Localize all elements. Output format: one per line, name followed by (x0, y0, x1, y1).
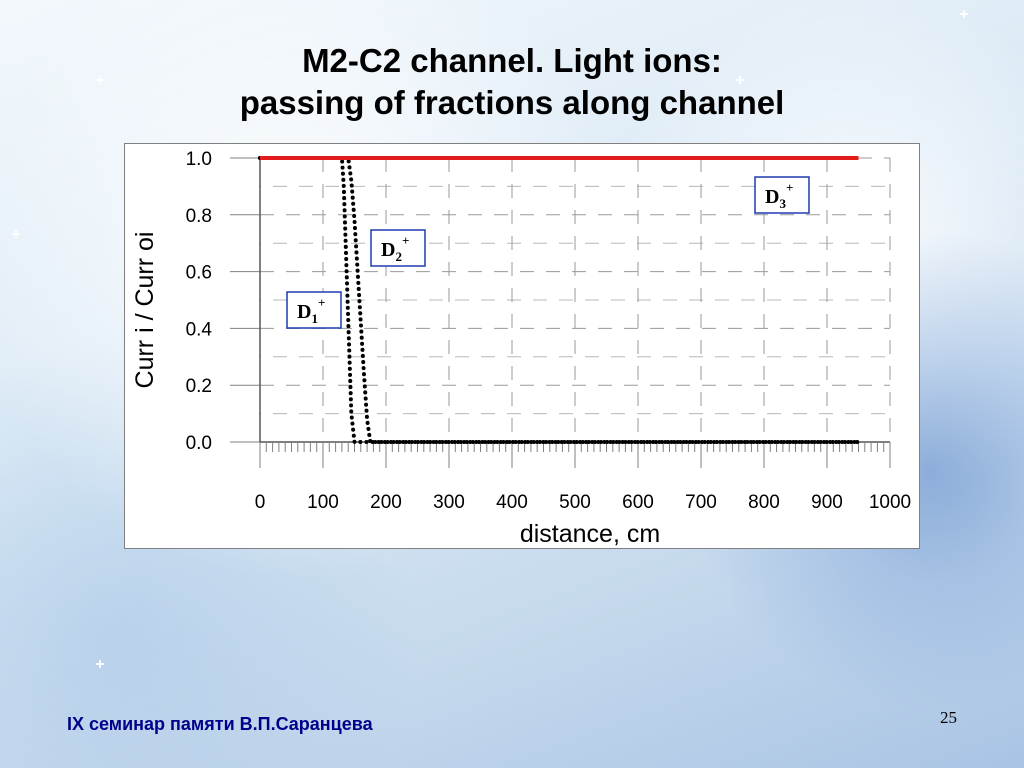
title-line-2: passing of fractions along channel (239, 84, 785, 121)
y-tick-label: 0.4 (186, 319, 213, 340)
chart-frame: 0.0 0.2 0.4 0.6 0.8 1.0 0 100 200 300 400 500 600 700… (124, 143, 920, 549)
x-tick-label: 0 (255, 492, 266, 513)
sparkle-decoration (960, 10, 968, 18)
series-label-d3-text: D3+ (765, 180, 793, 211)
series-line-d1-plus (258, 156, 861, 444)
title-line-1: M2-C2 channel. Light ions: (302, 42, 722, 79)
x-tick-label: 500 (559, 492, 591, 513)
x-tick-label: 600 (622, 492, 654, 513)
x-tick-label: 300 (433, 492, 465, 513)
series-label-d3-box (754, 176, 810, 214)
footer-text: IX семинар памяти В.П.Саранцева (67, 714, 373, 734)
y-tick-label: 0.8 (186, 206, 212, 227)
sparkle-decoration (96, 660, 104, 668)
series-label-d1-text: D1+ (297, 295, 325, 326)
chart-plot: 0.0 0.2 0.4 0.6 0.8 1.0 0 100 200 300 400 500 600 700… (131, 149, 911, 548)
y-tick-label: 1.0 (186, 149, 212, 170)
sparkle-decoration (12, 230, 20, 238)
series-label-d1-box (286, 291, 342, 329)
y-tick-label: 0.2 (186, 376, 212, 397)
series-label-d2-box (370, 229, 426, 267)
slide-title: M2-C2 channel. Light ions: passing of fr… (0, 40, 1024, 124)
page-number: 25 (940, 708, 957, 727)
x-tick-label: 100 (307, 492, 339, 513)
series-line-d2-plus (258, 156, 861, 444)
x-tick-label: 400 (496, 492, 528, 513)
x-tick-label: 200 (370, 492, 402, 513)
x-tick-label: 1000 (869, 492, 911, 513)
x-tick-label: 900 (811, 492, 843, 513)
x-axis-title: distance, cm (520, 520, 660, 548)
y-tick-label: 0.6 (186, 263, 212, 284)
y-tick-label: 0.0 (186, 433, 212, 454)
x-tick-label: 800 (748, 492, 780, 513)
x-tick-label: 700 (685, 492, 717, 513)
series-label-d2-text: D2+ (381, 233, 409, 264)
y-axis-title: Curr i / Curr oi (131, 232, 159, 389)
